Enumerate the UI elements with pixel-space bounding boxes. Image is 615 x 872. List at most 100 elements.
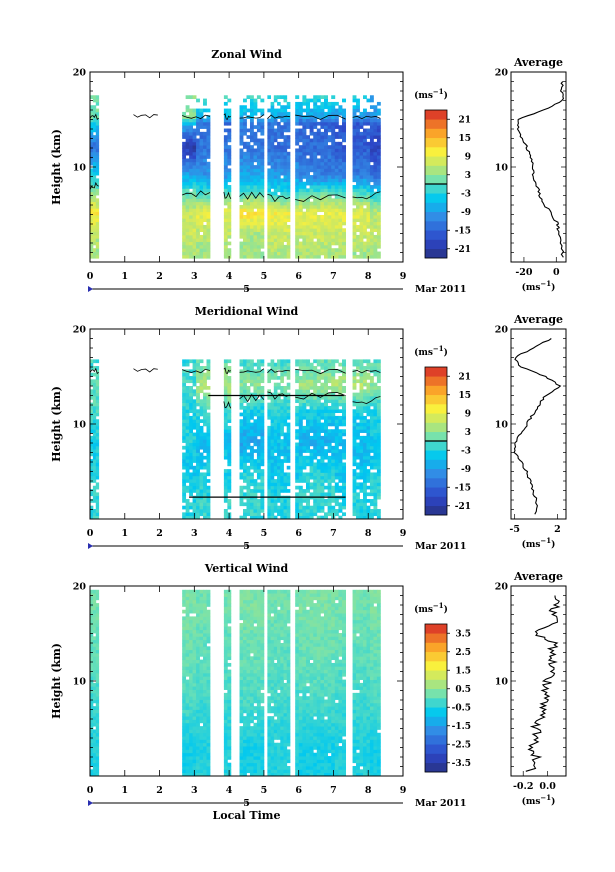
heat-cell (295, 228, 300, 232)
heat-cell (356, 125, 360, 129)
heat-cell (273, 449, 278, 453)
heat-cell (249, 379, 254, 384)
heat-cell (273, 442, 278, 447)
heat-cell (253, 191, 258, 196)
heat-cell (270, 472, 275, 477)
heat-cell (359, 185, 364, 189)
heat-cell (327, 165, 332, 169)
heat-cell (253, 482, 258, 487)
x-tick-label: 0 (87, 271, 94, 282)
heat-cell (95, 679, 100, 684)
heat-cell (203, 238, 207, 242)
heat-cell (246, 405, 251, 410)
heat-cell (182, 224, 187, 229)
heat-cell (363, 452, 367, 457)
heat-cell (313, 399, 318, 404)
heat-cell (270, 455, 275, 460)
heat-cell (313, 432, 318, 437)
heat-cell (267, 118, 271, 123)
heat-cell (305, 201, 310, 206)
heat-cell (243, 392, 247, 397)
heat-cell (90, 596, 94, 601)
heat-cell (324, 138, 328, 143)
heat-cell (223, 376, 228, 380)
heat-cell (267, 145, 271, 149)
heat-cell (199, 218, 204, 223)
heat-cell (342, 452, 347, 457)
heat-cell (331, 489, 336, 493)
heat-cell (199, 165, 204, 169)
heat-cell (298, 485, 303, 490)
heat-cell (334, 439, 339, 443)
heat-cell (324, 125, 328, 129)
heat-cell (267, 515, 271, 520)
heat-cell (295, 469, 300, 473)
heat-cell (352, 158, 357, 163)
heat-cell (334, 435, 339, 440)
heat-cell (376, 158, 381, 163)
heat-cell (203, 214, 207, 219)
heat-cell (309, 218, 314, 223)
heat-cell (243, 399, 247, 404)
heat-cell (270, 228, 275, 232)
heat-cell (92, 382, 97, 387)
heat-cell (267, 254, 271, 259)
heat-cell (95, 626, 100, 631)
heat-cell (369, 445, 374, 450)
heat-cell (373, 442, 378, 447)
heat-cell (260, 515, 265, 520)
heat-cell (286, 135, 291, 139)
heat-cell (206, 435, 211, 440)
heat-cell (273, 201, 278, 206)
heat-cell (376, 509, 381, 513)
heat-cell (277, 465, 281, 470)
heat-cell (359, 214, 364, 219)
heat-cell (309, 141, 314, 146)
heat-cell (182, 228, 187, 232)
heat-cell (280, 195, 284, 199)
heat-cell (305, 158, 310, 163)
heat-cell (270, 131, 275, 136)
heat-cell (223, 492, 228, 497)
heat-cell (338, 181, 343, 186)
heat-cell (206, 452, 211, 457)
heat-cell (199, 115, 204, 119)
heat-cell (320, 499, 325, 503)
heat-cell (366, 175, 371, 179)
heat-cell (305, 402, 310, 407)
heat-cell (331, 221, 336, 226)
heat-cell (359, 422, 364, 427)
heat-cell (246, 422, 251, 427)
heat-cell (313, 479, 318, 483)
heat-cell (295, 118, 300, 123)
heat-cell (359, 389, 364, 394)
heat-cell (189, 419, 193, 423)
heat-cell (359, 459, 364, 463)
heat-cell (320, 188, 325, 193)
heat-cell (342, 482, 347, 487)
heat-cell (92, 475, 97, 480)
heat-cell (95, 201, 100, 206)
heat-cell (363, 208, 367, 213)
heat-cell (203, 191, 207, 196)
heat-cell (327, 135, 332, 139)
heat-cell (302, 382, 307, 387)
heat-cell (309, 228, 314, 232)
heat-cell (302, 165, 307, 169)
heat-cell (95, 221, 100, 226)
heat-cell (192, 752, 197, 757)
heat-cell (298, 188, 303, 193)
heat-cell (366, 195, 371, 199)
heat-cell (227, 435, 232, 440)
heat-cell (182, 739, 187, 744)
heat-cell (280, 515, 284, 520)
heat-cell (327, 115, 332, 119)
heat-cell (182, 248, 187, 252)
heat-cell (90, 682, 94, 687)
heat-cell (295, 359, 300, 364)
heat-cell (182, 359, 187, 364)
heat-cell (227, 502, 232, 507)
heat-cell (95, 649, 100, 654)
heat-cell (376, 188, 381, 193)
heat-cell (302, 415, 307, 420)
